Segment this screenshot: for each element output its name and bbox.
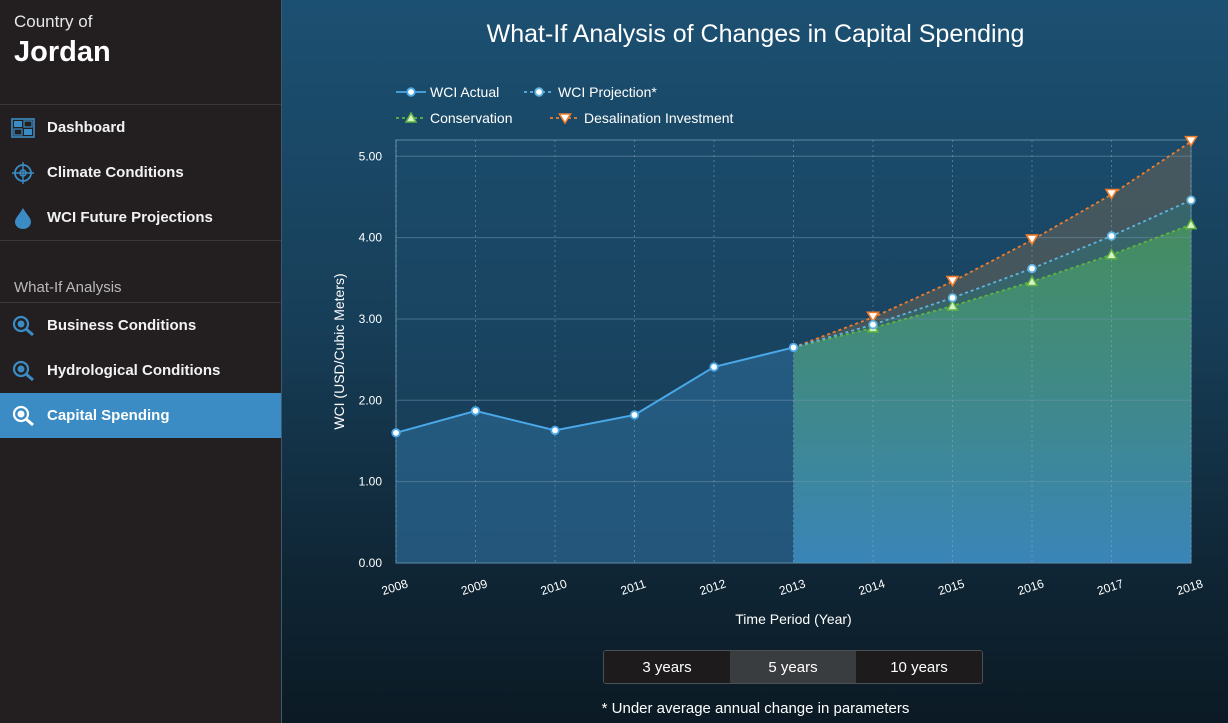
dashboard-icon (10, 117, 36, 139)
legend-label: WCI Projection* (558, 84, 657, 100)
point-wci-actual (550, 425, 560, 436)
point-wci-actual (391, 428, 401, 438)
sidebar-item-label: Business Conditions (47, 317, 197, 334)
x-tick-label: 2013 (777, 576, 807, 598)
magnifier-icon (10, 360, 36, 382)
magnifier-icon (10, 405, 36, 427)
point-wci-projection (947, 293, 958, 303)
legend-marker (406, 87, 416, 97)
point-conservation (946, 299, 959, 311)
point-wci-actual (709, 362, 719, 372)
point-conservation (1105, 248, 1118, 260)
x-axis-title: Time Period (Year) (735, 611, 851, 627)
legend-label: Conservation (430, 110, 513, 126)
point-desalination-investment (1184, 135, 1198, 148)
point-wci-projection (1027, 263, 1037, 274)
y-tick-label: 0.00 (359, 556, 383, 570)
sidebar-item-label: Hydrological Conditions (47, 362, 221, 379)
main-nav: Dashboard Climate Conditions WCI Future … (0, 105, 281, 241)
sidebar-item-label: Climate Conditions (47, 164, 184, 181)
country-name: Jordan (14, 36, 111, 68)
series-line-conservation (793, 223, 1192, 349)
point-wci-actual (629, 410, 640, 420)
y-tick-label: 5.00 (359, 149, 383, 163)
country-header: Country of Jordan (0, 0, 281, 105)
x-tick-label: 2018 (1175, 576, 1205, 598)
point-conservation (1025, 274, 1039, 287)
x-tick-label: 2016 (1016, 576, 1046, 598)
y-tick-label: 3.00 (359, 312, 383, 326)
country-label: Country of (14, 12, 93, 31)
y-axis-title: WCI (USD/Cubic Meters) (331, 273, 347, 429)
point-wci-actual (788, 342, 799, 353)
point-wci-projection (1186, 195, 1196, 205)
legend-marker (534, 87, 544, 97)
range-10-years-button[interactable]: 10 years (856, 651, 982, 683)
sidebar-item-dashboard[interactable]: Dashboard (0, 105, 281, 150)
legend-marker (558, 113, 572, 125)
sidebar-item-hydrological-conditions[interactable]: Hydrological Conditions (0, 348, 281, 393)
range-5-years-button[interactable]: 5 years (730, 651, 856, 683)
point-desalination-investment (866, 311, 880, 323)
point-desalination-investment (1025, 234, 1039, 246)
area-actual (396, 347, 794, 563)
x-tick-label: 2017 (1095, 576, 1125, 598)
chart: 0.00 1.00 2.00 3.00 4.00 5.00 2008 2009 2010 2011… (331, 84, 1205, 627)
legend-label: WCI Actual (430, 84, 499, 100)
y-tick-label: 1.00 (359, 475, 383, 489)
point-desalination-investment (945, 275, 960, 288)
footnote: * Under average annual change in paramet… (601, 700, 910, 717)
range-3-years-button[interactable]: 3 years (604, 651, 730, 683)
series-line-wci-actual (395, 346, 794, 434)
x-tick-label: 2008 (380, 576, 410, 598)
range-button-group: 3 years 5 years 10 years (603, 650, 983, 684)
series-line-wci-projection (793, 199, 1192, 349)
crosshair-icon (10, 161, 36, 184)
sidebar-item-label: Capital Spending (47, 407, 170, 424)
x-tick-label: 2011 (619, 576, 648, 597)
sidebar-item-label: Dashboard (47, 119, 126, 136)
magnifier-icon (10, 315, 36, 337)
legend-marker (404, 111, 418, 123)
x-tick-label: 2009 (459, 576, 489, 598)
sidebar-item-climate-conditions[interactable]: Climate Conditions (0, 150, 281, 195)
x-tick-label: 2012 (698, 576, 728, 598)
sidebar: Country of Jordan Dashboard Climate Cond… (0, 0, 281, 723)
x-tick-label: 2010 (539, 576, 569, 598)
x-tick-label: 2014 (857, 576, 887, 598)
what-if-nav: Business Conditions Hydrological Conditi… (0, 303, 281, 438)
section-title-what-if: What-If Analysis (0, 241, 281, 303)
point-conservation (1184, 218, 1198, 230)
y-tick-label: 2.00 (359, 393, 383, 407)
chart-title: What-If Analysis of Changes in Capital S… (486, 20, 1025, 48)
series-line-desalination-investment (793, 140, 1192, 349)
sidebar-item-business-conditions[interactable]: Business Conditions (0, 303, 281, 348)
point-wci-projection (1106, 231, 1117, 241)
sidebar-item-label: WCI Future Projections (47, 209, 213, 226)
point-wci-actual (470, 406, 481, 416)
point-desalination-investment (1104, 188, 1119, 201)
x-tick-label: 2015 (936, 576, 966, 598)
main-panel: What-If Analysis of Changes in Capital S… (281, 0, 1228, 723)
sidebar-item-wci-future-projections[interactable]: WCI Future Projections (0, 195, 281, 240)
sidebar-item-capital-spending[interactable]: Capital Spending (0, 393, 281, 438)
water-drop-icon (10, 207, 36, 229)
point-wci-projection (868, 319, 878, 330)
y-tick-label: 4.00 (359, 231, 383, 245)
legend-label: Desalination Investment (584, 110, 734, 126)
area-conservation (793, 224, 1191, 563)
